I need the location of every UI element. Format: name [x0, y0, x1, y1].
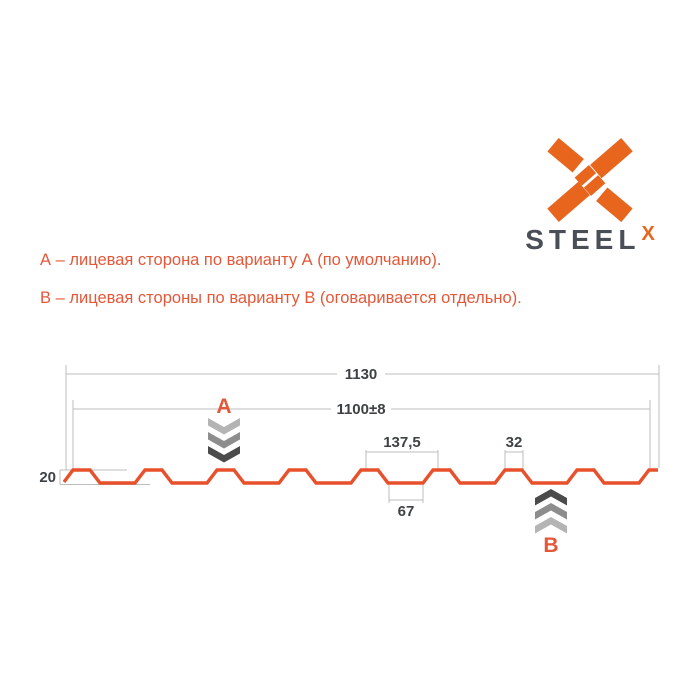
- chevron-down-icon: [208, 418, 240, 463]
- dim-rib-pitch-value: 137,5: [383, 434, 421, 451]
- marker-a: А: [208, 395, 240, 463]
- logo-arm-bottom-right: [596, 187, 633, 222]
- chevron-up-3: [535, 517, 567, 534]
- logo-arm-top-left: [547, 138, 584, 173]
- chevron-up-icon: [535, 489, 567, 534]
- dim-rib-top-value: 32: [506, 434, 523, 451]
- dim-overall-width: 1130: [65, 365, 660, 470]
- brand-logo: STEELX: [498, 138, 682, 254]
- note-variant-b: В – лицевая стороны по варианту В (огова…: [40, 289, 522, 307]
- chevron-down-3: [208, 446, 240, 463]
- dim-cover-width: 1100±8: [72, 400, 651, 470]
- steelx-x-icon: [547, 138, 633, 222]
- dim-profile-height-value: 20: [39, 469, 56, 486]
- logo-arm-top-right: [590, 138, 633, 179]
- chevron-down-1: [208, 418, 240, 435]
- brand-name: STEELX: [498, 224, 682, 254]
- logo-center-dash-lower: [583, 175, 606, 196]
- dim-rib-bottom: 67: [388, 485, 424, 520]
- chevron-down-2: [208, 432, 240, 449]
- marker-a-label: А: [216, 395, 231, 418]
- chevron-up-2: [535, 503, 567, 520]
- marker-b-label: В: [543, 534, 558, 557]
- dim-rib-pitch: 137,5: [365, 434, 439, 469]
- dim-overall-width-value: 1130: [345, 366, 378, 383]
- dim-rib-top: 32: [504, 434, 524, 469]
- profile-outline: [62, 468, 658, 485]
- logo-arm-bottom-left: [547, 181, 590, 222]
- dim-cover-width-value: 1100±8: [336, 401, 385, 418]
- note-variant-a: А – лицевая сторона по варианту А (по ум…: [40, 251, 442, 269]
- brand-suffix: X: [641, 223, 655, 245]
- brand-word: STEEL: [525, 224, 641, 255]
- logo-center-dash-upper: [574, 164, 597, 186]
- profile-drawing: 1130 1100±8 137,5 32: [39, 365, 660, 557]
- dim-rib-bottom-value: 67: [398, 503, 415, 520]
- marker-b: В: [535, 489, 567, 557]
- chevron-up-1: [535, 489, 567, 506]
